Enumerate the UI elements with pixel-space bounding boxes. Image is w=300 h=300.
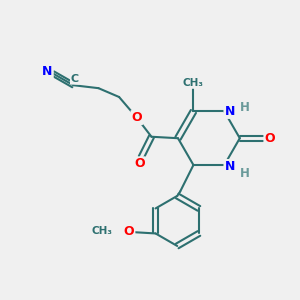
Text: O: O xyxy=(124,226,134,238)
Text: O: O xyxy=(265,132,275,145)
Text: H: H xyxy=(240,100,250,113)
Text: N: N xyxy=(42,64,53,78)
Text: H: H xyxy=(240,167,250,180)
Text: C: C xyxy=(71,74,79,84)
Text: O: O xyxy=(134,157,145,170)
Text: N: N xyxy=(224,105,235,118)
Text: O: O xyxy=(131,111,142,124)
Text: N: N xyxy=(224,160,235,173)
Text: CH₃: CH₃ xyxy=(92,226,113,236)
Text: CH₃: CH₃ xyxy=(183,78,204,88)
